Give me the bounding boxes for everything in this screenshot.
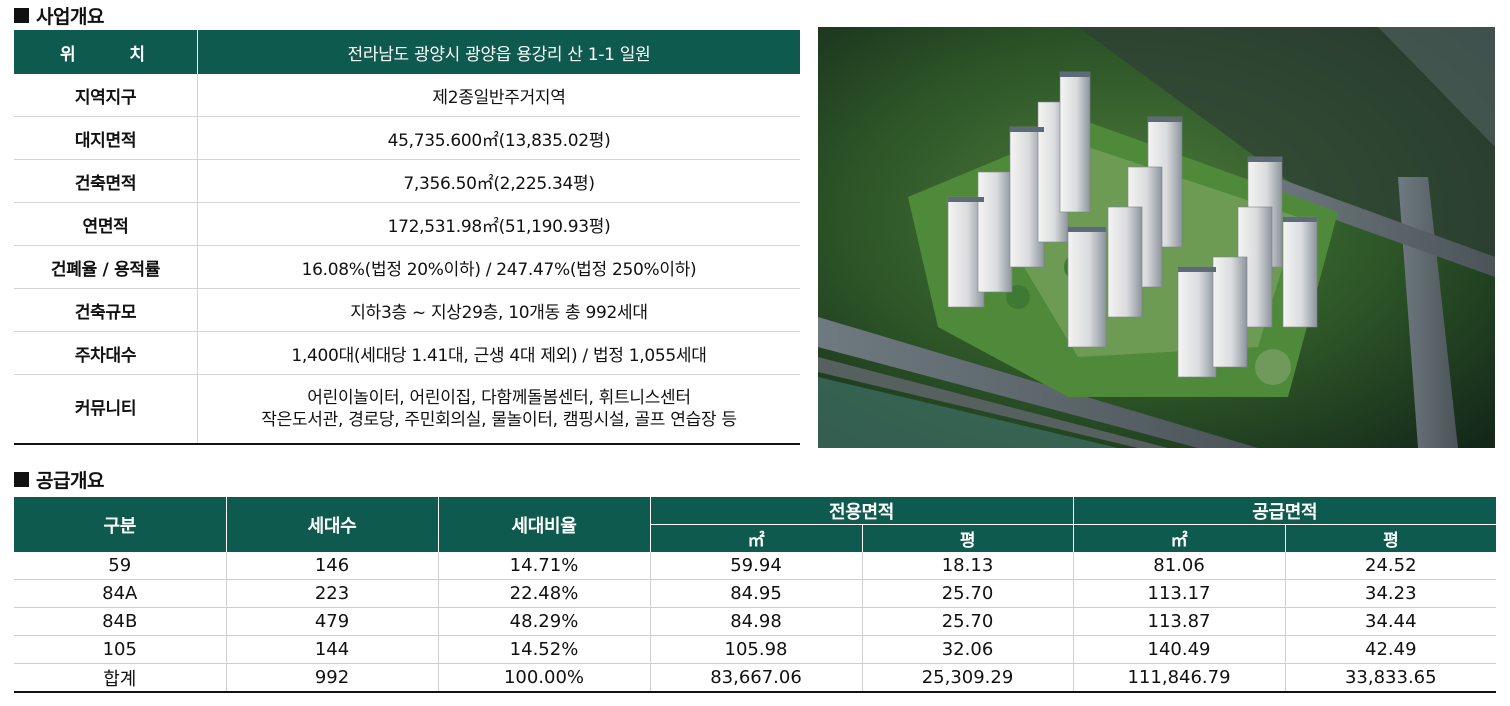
overview-value: 7,356.50㎡(2,225.34평): [197, 159, 800, 203]
cell-exclusive-pyeong: 25.70: [862, 579, 1074, 608]
supply-section-title: 공급개요: [14, 466, 104, 493]
overview-row: 지역지구 제2종일반주거지역: [14, 74, 800, 117]
cell-supply-sqm: 111,846.79: [1073, 663, 1286, 693]
cell-households: 144: [226, 635, 439, 664]
square-bullet-icon: [14, 8, 29, 23]
table-row: 84B 479 48.29% 84.98 25.70 113.87 34.44: [14, 607, 1497, 636]
overview-row: 연면적 172,531.98㎡(51,190.93평): [14, 202, 800, 246]
overview-value: 16.08%(법정 20%이하) / 247.47%(법정 250%이하): [197, 245, 800, 289]
header-ratio: 세대비율: [438, 497, 651, 552]
cell-exclusive-pyeong: 18.13: [862, 552, 1074, 580]
cell-supply-sqm: 140.49: [1073, 635, 1286, 664]
overview-row: 건폐율 / 용적률 16.08%(법정 20%이하) / 247.47%(법정 …: [14, 245, 800, 289]
header-exclusive-pyeong: 평: [862, 524, 1074, 552]
supply-header-row: 구분 세대수 세대비율 전용면적 공급면적: [14, 497, 1497, 552]
square-bullet-icon: [14, 472, 29, 487]
cell-type: 84B: [14, 607, 227, 636]
cell-exclusive-sqm: 84.98: [650, 607, 863, 636]
overview-value: 어린이놀이터, 어린이집, 다함께돌봄센터, 휘트니스센터 작은도서관, 경로당…: [197, 374, 800, 445]
supply-title: 공급개요: [36, 470, 104, 492]
overview-row: 건축규모 지하3층 ~ 지상29층, 10개동 총 992세대: [14, 288, 800, 332]
overview-label: 건폐율 / 용적률: [14, 245, 198, 289]
cell-supply-pyeong: 34.44: [1285, 607, 1497, 636]
overview-value: 지하3층 ~ 지상29층, 10개동 총 992세대: [197, 288, 800, 332]
overview-label: 대지면적: [14, 116, 198, 160]
header-exclusive-area: 전용면적: [650, 497, 1074, 525]
overview-row-location: 위 치 전라남도 광양시 광양읍 용강리 산 1-1 일원: [14, 30, 800, 74]
header-households: 세대수: [226, 497, 439, 552]
cell-type: 합계: [14, 663, 227, 693]
cell-supply-pyeong: 33,833.65: [1285, 663, 1497, 693]
cell-type: 84A: [14, 579, 227, 608]
header-supply-sqm: ㎡: [1073, 524, 1286, 552]
header-supply-area: 공급면적: [1073, 497, 1497, 525]
overview-label: 연면적: [14, 202, 198, 246]
supply-subheader-row: ㎡ 평 ㎡ 평: [14, 524, 1497, 552]
overview-row: 주차대수 1,400대(세대당 1.41대, 근생 4대 제외) / 법정 1,…: [14, 331, 800, 375]
cell-type: 59: [14, 552, 227, 580]
overview-label: 건축면적: [14, 159, 198, 203]
cell-ratio: 22.48%: [438, 579, 651, 608]
cell-exclusive-sqm: 84.95: [650, 579, 863, 608]
table-row-total: 합계 992 100.00% 83,667.06 25,309.29 111,8…: [14, 663, 1497, 693]
community-line-2: 작은도서관, 경로당, 주민회의실, 물놀이터, 캠핑시설, 골프 연습장 등: [261, 410, 737, 430]
supply-overview-table: 구분 세대수 세대비율 전용면적 공급면적 ㎡ 평 ㎡ 평 59 146 14.…: [14, 497, 1497, 693]
overview-row: 건축면적 7,356.50㎡(2,225.34평): [14, 159, 800, 203]
cell-supply-sqm: 113.17: [1073, 579, 1286, 608]
community-line-1: 어린이놀이터, 어린이집, 다함께돌봄센터, 휘트니스센터: [307, 388, 691, 408]
header-supply-pyeong: 평: [1285, 524, 1497, 552]
overview-label: 위 치: [14, 30, 198, 74]
overview-section-title: 사업개요: [14, 2, 104, 29]
cell-type: 105: [14, 635, 227, 664]
cell-households: 479: [226, 607, 439, 636]
overview-value: 전라남도 광양시 광양읍 용강리 산 1-1 일원: [197, 30, 800, 74]
table-row: 84A 223 22.48% 84.95 25.70 113.17 34.23: [14, 579, 1497, 608]
overview-label: 건축규모: [14, 288, 198, 332]
cell-ratio: 48.29%: [438, 607, 651, 636]
cell-exclusive-sqm: 83,667.06: [650, 663, 863, 693]
overview-label: 커뮤니티: [14, 374, 198, 445]
overview-value: 제2종일반주거지역: [197, 74, 800, 117]
cell-households: 992: [226, 663, 439, 693]
cell-exclusive-pyeong: 25.70: [862, 607, 1074, 636]
table-row: 105 144 14.52% 105.98 32.06 140.49 42.49: [14, 635, 1497, 664]
project-overview-table: 위 치 전라남도 광양시 광양읍 용강리 산 1-1 일원 지역지구 제2종일반…: [14, 30, 800, 445]
overview-title: 사업개요: [36, 6, 104, 28]
header-exclusive-sqm: ㎡: [650, 524, 863, 552]
cell-supply-sqm: 113.87: [1073, 607, 1286, 636]
cell-supply-pyeong: 34.23: [1285, 579, 1497, 608]
cell-households: 146: [226, 552, 439, 580]
cell-exclusive-pyeong: 25,309.29: [862, 663, 1074, 693]
cell-ratio: 14.71%: [438, 552, 651, 580]
cell-supply-pyeong: 42.49: [1285, 635, 1497, 664]
cell-ratio: 100.00%: [438, 663, 651, 693]
table-row: 59 146 14.71% 59.94 18.13 81.06 24.52: [14, 552, 1497, 580]
cell-exclusive-sqm: 105.98: [650, 635, 863, 664]
overview-value: 1,400대(세대당 1.41대, 근생 4대 제외) / 법정 1,055세대: [197, 331, 800, 375]
cell-exclusive-pyeong: 32.06: [862, 635, 1074, 664]
overview-value: 45,735.600㎡(13,835.02평): [197, 116, 800, 160]
header-type: 구분: [14, 497, 227, 552]
cell-ratio: 14.52%: [438, 635, 651, 664]
overview-label: 주차대수: [14, 331, 198, 375]
overview-value: 172,531.98㎡(51,190.93평): [197, 202, 800, 246]
cell-supply-pyeong: 24.52: [1285, 552, 1497, 580]
cell-households: 223: [226, 579, 439, 608]
cell-exclusive-sqm: 59.94: [650, 552, 863, 580]
overview-row-community: 커뮤니티 어린이놀이터, 어린이집, 다함께돌봄센터, 휘트니스센터 작은도서관…: [14, 374, 800, 445]
overview-label: 지역지구: [14, 74, 198, 117]
cell-supply-sqm: 81.06: [1073, 552, 1286, 580]
overview-row: 대지면적 45,735.600㎡(13,835.02평): [14, 116, 800, 160]
aerial-complex-image: [818, 27, 1495, 448]
